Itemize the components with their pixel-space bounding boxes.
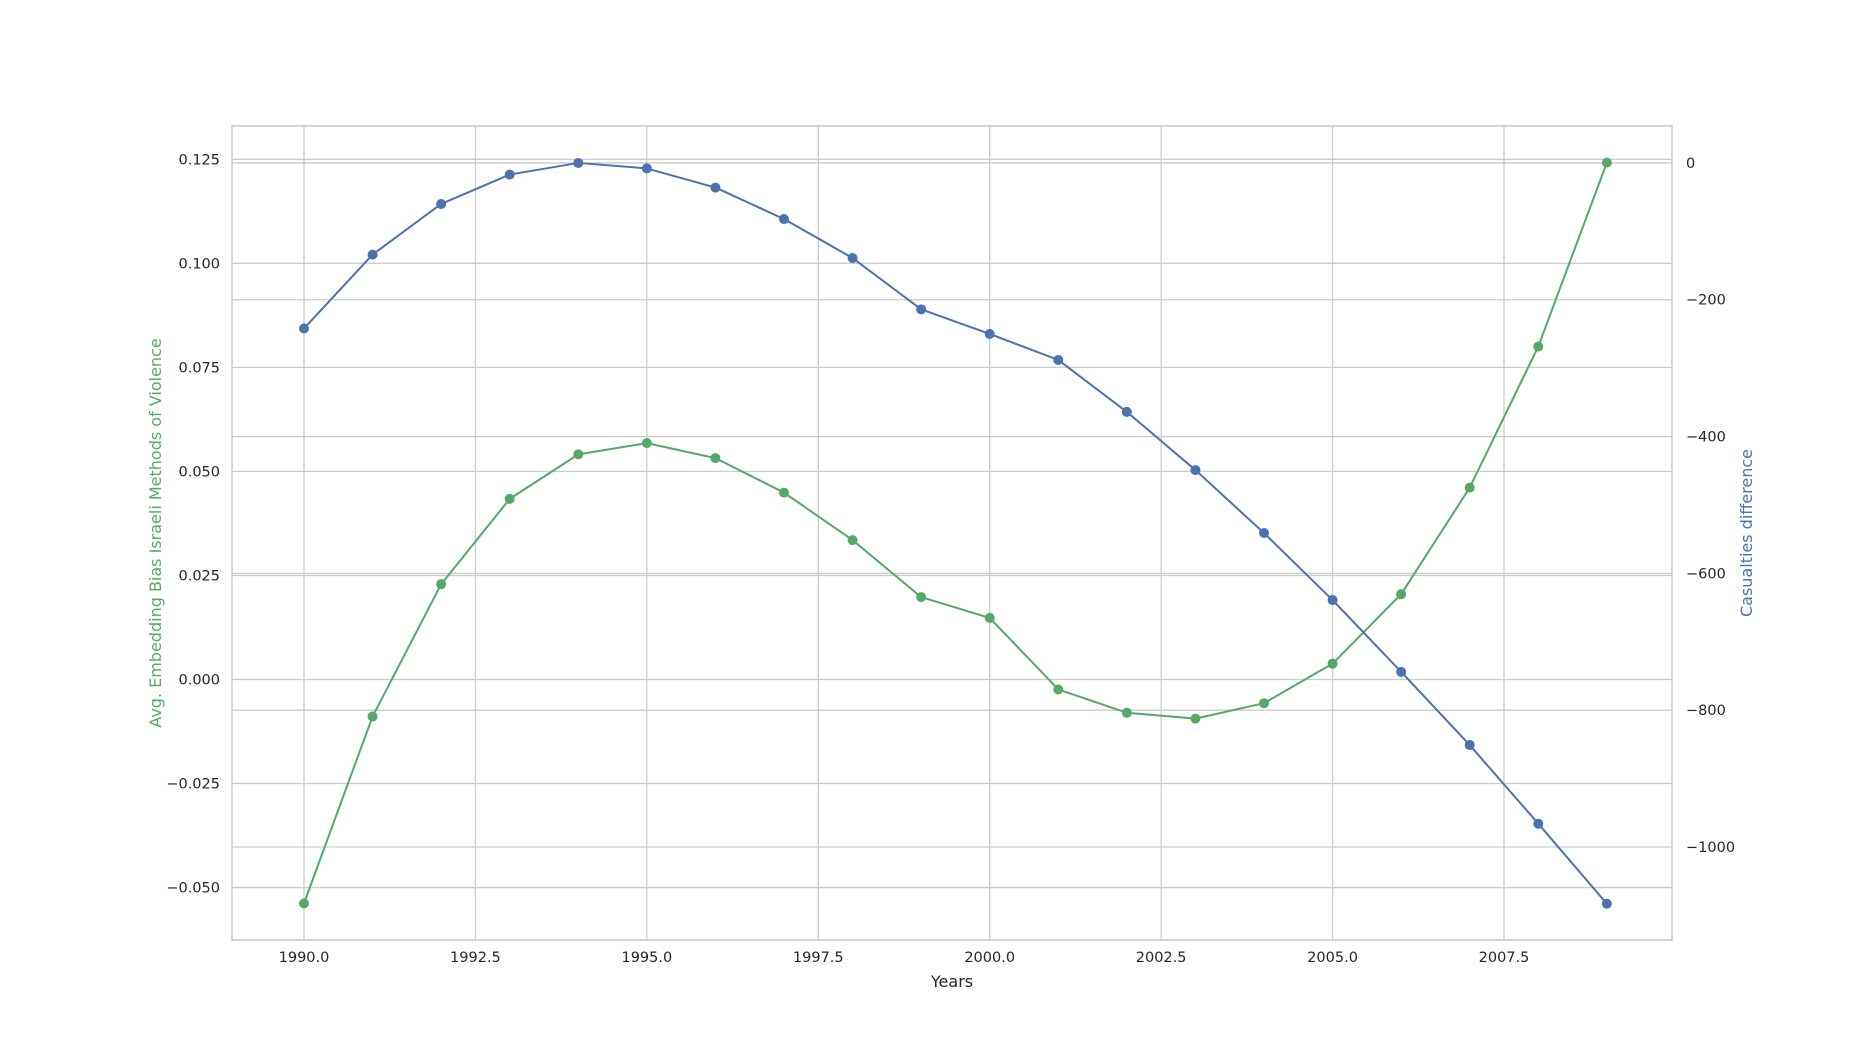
left-y-tick-label: 0.100 [178, 256, 220, 272]
data-point-right-axis [299, 323, 309, 334]
left-y-tick-label: 0.125 [178, 152, 220, 168]
right-y-tick-label: 0 [1686, 156, 1695, 172]
data-point-right-axis [1464, 740, 1475, 751]
series-line-left-axis [303, 162, 1608, 904]
series-line-right-axis [303, 161, 1608, 905]
data-point-right-axis [573, 157, 584, 168]
x-tick-label: 1990.0 [279, 950, 330, 966]
plot-area-background [232, 126, 1672, 940]
data-point-left-axis [1533, 341, 1544, 352]
x-tick-label: 2007.5 [1479, 950, 1530, 966]
series-right-axis [299, 157, 1612, 909]
data-point-right-axis [1121, 406, 1132, 417]
data-point-left-axis [299, 898, 309, 909]
data-point-left-axis [436, 579, 447, 590]
data-point-right-axis [1190, 465, 1201, 476]
series-layer [299, 157, 1612, 909]
left-y-tick-labels: −0.050 −0.025 0.000 0.025 0.050 0.075 0.100 0.1… [166, 152, 220, 896]
data-point-left-axis [710, 453, 721, 464]
data-point-left-axis [1396, 589, 1407, 600]
data-point-left-axis [641, 438, 652, 449]
x-tick-label: 1992.5 [450, 950, 501, 966]
left-y-gridlines [232, 158, 1672, 889]
data-point-right-axis [984, 328, 995, 339]
data-point-left-axis [1190, 713, 1201, 724]
data-point-right-axis [710, 182, 721, 193]
left-y-axis-label: Avg. Embedding Bias Israeli Methods of V… [146, 338, 165, 727]
data-point-left-axis [504, 493, 515, 504]
data-point-left-axis [984, 612, 995, 623]
data-point-right-axis [1396, 666, 1407, 677]
data-point-right-axis [847, 253, 858, 264]
x-axis-label: Years [930, 972, 973, 991]
x-gridlines [303, 126, 1505, 940]
data-point-left-axis [367, 711, 378, 722]
left-y-tick-label: −0.050 [166, 881, 220, 897]
data-point-right-axis [641, 163, 652, 174]
left-y-tick-label: 0.025 [178, 568, 220, 584]
data-point-right-axis [367, 249, 378, 260]
data-point-left-axis [1259, 698, 1269, 709]
data-point-right-axis [1259, 528, 1269, 538]
data-point-left-axis [1053, 684, 1064, 695]
data-point-left-axis [916, 592, 927, 603]
data-point-right-axis [1053, 354, 1064, 365]
right-y-tick-label: −200 [1686, 293, 1726, 309]
x-tick-label: 1997.5 [793, 950, 844, 966]
data-point-left-axis [573, 449, 584, 460]
left-y-tick-label: 0.075 [178, 360, 220, 376]
series-left-axis [299, 157, 1612, 909]
right-y-tick-labels: 0 −200 −400 −600 −800 −1000 [1686, 156, 1735, 856]
data-point-left-axis [1121, 707, 1132, 718]
data-point-right-axis [1533, 818, 1544, 829]
x-tick-labels: 1990.0 1992.5 1995.0 1997.5 2000.0 2002.5 2005… [279, 950, 1530, 966]
right-y-tick-label: −800 [1686, 703, 1726, 719]
right-y-tick-label: −600 [1686, 566, 1726, 582]
left-y-tick-label: −0.025 [166, 777, 220, 793]
data-point-left-axis [779, 487, 789, 498]
data-point-left-axis [1601, 157, 1612, 168]
x-tick-label: 2002.5 [1136, 950, 1187, 966]
data-point-right-axis [436, 198, 447, 209]
data-point-right-axis [504, 169, 515, 180]
data-point-right-axis [916, 304, 927, 315]
data-point-right-axis [1327, 595, 1338, 606]
right-y-gridlines [232, 162, 1672, 848]
data-point-right-axis [1601, 898, 1612, 909]
x-tick-label: 2000.0 [964, 950, 1015, 966]
x-tick-label: 1995.0 [621, 950, 672, 966]
data-point-right-axis [779, 214, 789, 225]
data-point-left-axis [847, 535, 858, 546]
left-y-tick-label: 0.050 [178, 464, 220, 480]
right-y-tick-label: −400 [1686, 430, 1726, 446]
data-point-left-axis [1327, 658, 1338, 669]
x-tick-label: 2005.0 [1307, 950, 1358, 966]
data-point-left-axis [1464, 482, 1475, 493]
left-y-tick-label: 0.000 [178, 672, 220, 688]
plot-frame [231, 125, 1673, 941]
right-y-tick-label: −1000 [1686, 840, 1735, 856]
right-y-axis-label: Casualties difference [1737, 449, 1756, 617]
